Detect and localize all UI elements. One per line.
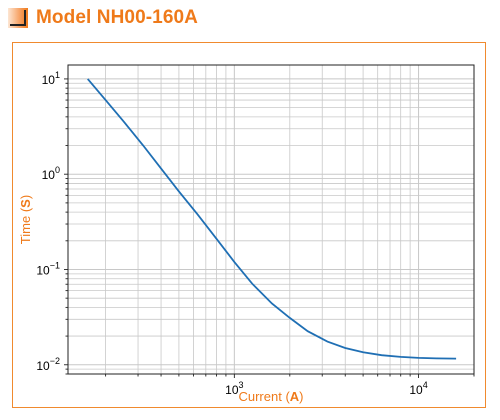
grid-minor bbox=[68, 65, 475, 375]
y-axis-label: Time (S) bbox=[18, 195, 33, 244]
x-axis-label-prefix: Current ( bbox=[238, 389, 290, 404]
x-axis-label: Current (A) bbox=[238, 389, 303, 404]
y-tick-label: 10−2 bbox=[36, 356, 60, 373]
plot-area-border bbox=[67, 64, 475, 375]
x-tick-label: 104 bbox=[409, 380, 427, 397]
tick-exponent: −1 bbox=[50, 260, 60, 270]
tick-base: 10 bbox=[42, 168, 56, 182]
y-axis-label-prefix: Time ( bbox=[18, 207, 33, 244]
x-tick-label: 103 bbox=[225, 380, 243, 397]
tick-base: 10 bbox=[36, 359, 50, 373]
tick-base: 10 bbox=[42, 73, 56, 87]
tick-exponent: 4 bbox=[423, 380, 428, 390]
grid-major bbox=[68, 65, 474, 374]
tick-exponent: 3 bbox=[239, 380, 244, 390]
axis-ticks bbox=[64, 78, 475, 378]
tick-exponent: 0 bbox=[55, 165, 60, 175]
tick-exponent: 1 bbox=[55, 70, 60, 80]
y-tick-label: 10−1 bbox=[36, 260, 60, 277]
tick-base: 10 bbox=[36, 263, 50, 277]
header: Model NH00-160A bbox=[8, 5, 198, 31]
y-tick-label: 100 bbox=[42, 165, 60, 182]
tick-exponent: −2 bbox=[50, 356, 60, 366]
y-axis-label-suffix: ) bbox=[18, 195, 33, 199]
x-tick-labels: 103 104 bbox=[225, 380, 428, 397]
x-axis-label-unit: A bbox=[290, 389, 300, 404]
tick-base: 10 bbox=[225, 383, 239, 397]
page-title: Model NH00-160A bbox=[36, 7, 198, 28]
y-axis-label-unit: S bbox=[18, 199, 33, 208]
y-tick-label: 101 bbox=[42, 70, 60, 87]
tick-base: 10 bbox=[409, 383, 423, 397]
orange-gradient-square-icon bbox=[8, 8, 28, 28]
series-line bbox=[87, 78, 457, 360]
x-axis-label-suffix: ) bbox=[299, 389, 303, 404]
chart-frame bbox=[12, 42, 486, 408]
